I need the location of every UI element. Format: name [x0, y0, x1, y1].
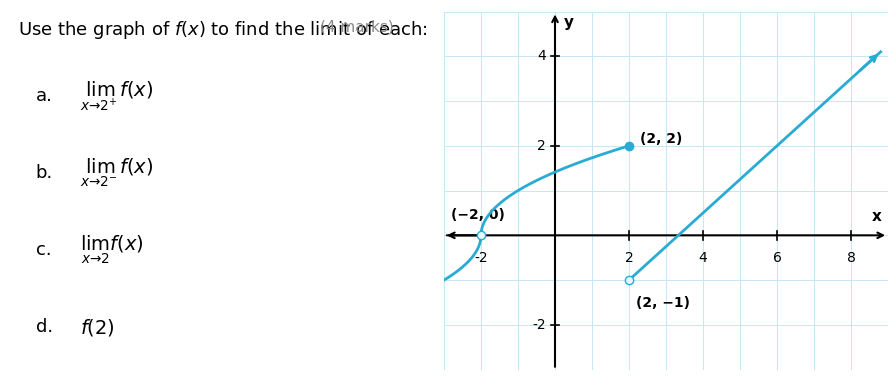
Text: 2: 2: [624, 251, 633, 265]
Text: (2, 2): (2, 2): [640, 132, 683, 146]
Text: (4 marks): (4 marks): [320, 19, 393, 34]
Text: 6: 6: [773, 251, 781, 265]
Text: -2: -2: [532, 318, 546, 332]
Text: (2, −1): (2, −1): [637, 296, 690, 310]
Text: 8: 8: [846, 251, 855, 265]
Text: 4: 4: [699, 251, 708, 265]
Text: c.: c.: [36, 241, 52, 259]
Text: $\lim_{x\to2} f(x)$: $\lim_{x\to2} f(x)$: [80, 234, 144, 266]
Text: -2: -2: [474, 251, 488, 265]
Text: 4: 4: [537, 49, 546, 63]
Text: 2: 2: [537, 139, 546, 153]
Text: b.: b.: [36, 164, 52, 182]
Text: y: y: [564, 15, 575, 30]
Text: $\lim_{x\to2^-} f(x)$: $\lim_{x\to2^-} f(x)$: [80, 157, 154, 189]
Text: $\lim_{x\to2^+} f(x)$: $\lim_{x\to2^+} f(x)$: [80, 79, 154, 113]
Text: a.: a.: [36, 87, 52, 105]
Text: Use the graph of $f(x)$ to find the limit of each:: Use the graph of $f(x)$ to find the limi…: [18, 19, 427, 41]
Text: $f(2)$: $f(2)$: [80, 317, 115, 338]
Text: d.: d.: [36, 318, 52, 336]
Text: (−2, 0): (−2, 0): [451, 208, 505, 222]
Text: x: x: [872, 209, 882, 224]
